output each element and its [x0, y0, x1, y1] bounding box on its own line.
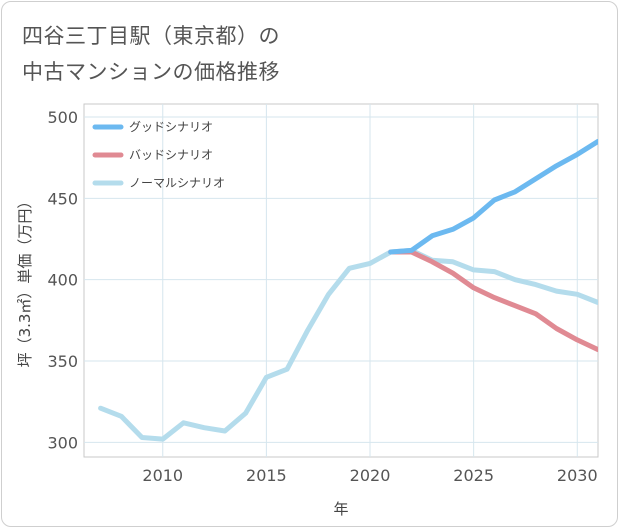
series-line-1 [388, 249, 598, 353]
legend-label-2: ノーマルシナリオ [129, 176, 225, 190]
x-tick-label-2025: 2025 [453, 466, 494, 485]
x-tick-label-2010: 2010 [142, 466, 183, 485]
legend-label-0: グッドシナリオ [129, 120, 213, 134]
legend-label-1: バッドシナリオ [129, 148, 213, 162]
y-tick-label-500: 500 [47, 108, 78, 127]
x-tick-label-2030: 2030 [557, 466, 598, 485]
y-axis-label: 坪（3.3㎡）単価（万円） [16, 194, 34, 368]
x-tick-label-2015: 2015 [246, 466, 287, 485]
y-tick-label-400: 400 [47, 271, 78, 290]
x-axis-label: 年 [333, 500, 348, 518]
series-line-2 [98, 247, 598, 442]
y-tick-label-300: 300 [47, 433, 78, 452]
series-line-0 [388, 138, 598, 255]
y-tick-label-450: 450 [47, 189, 78, 208]
x-tick-label-2020: 2020 [350, 466, 391, 485]
y-tick-label-350: 350 [47, 352, 78, 371]
chart-title-line1: 四谷三丁目駅（東京都）の [22, 24, 280, 48]
chart-title-line2: 中古マンションの価格推移 [22, 60, 280, 84]
